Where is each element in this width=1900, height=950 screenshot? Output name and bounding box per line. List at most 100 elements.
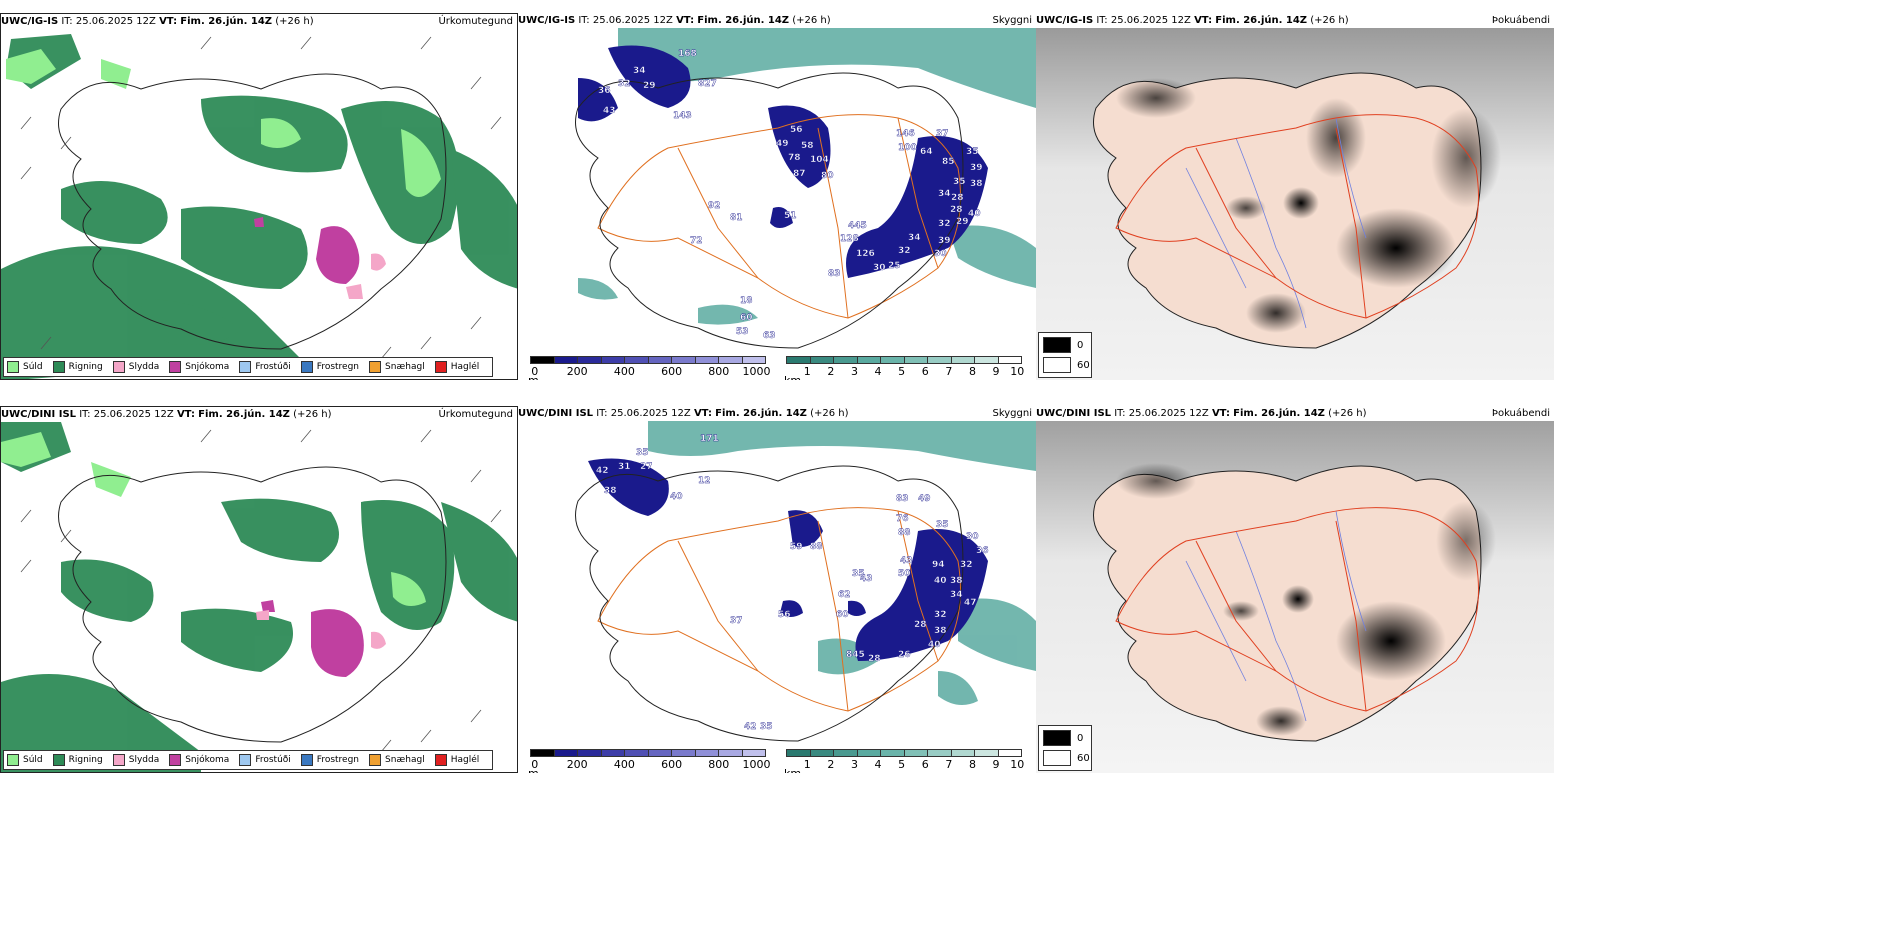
panel-header: UWC/DINI ISL IT: 25.06.2025 12Z VT: Fim.… [518, 406, 1036, 421]
legend-item-rain: Rigning [52, 754, 103, 766]
legend-swatch [1043, 750, 1071, 766]
elevation-label: 87 [793, 169, 806, 179]
colorbar-tick: 1000 [742, 365, 771, 378]
elevation-label: 51 [784, 211, 797, 221]
elevation-label: 60 [740, 313, 753, 323]
colorbar-tick: 200 [566, 758, 588, 771]
colorbar-tick: 3 [850, 365, 858, 378]
legend-swatch [434, 754, 447, 766]
rivers [1185, 117, 1367, 329]
fog-dark-areas [1116, 78, 1501, 333]
colorbar-tick: 600 [661, 365, 683, 378]
panel-header: UWC/IG-IS IT: 25.06.2025 12Z VT: Fim. 26… [518, 13, 1036, 28]
elevation-label: 31 [618, 462, 631, 472]
colorbar-tick: 8 [968, 758, 976, 771]
elevation-label: 25 [888, 261, 901, 271]
elevation-label: 43 [900, 556, 913, 566]
it-value: 25.06.2025 12Z [75, 16, 156, 27]
elevation-label: 38 [970, 179, 983, 189]
elevation-label: 39 [938, 236, 951, 246]
fog-legend: 0 60 [1038, 332, 1092, 378]
colorbar-tick: 10 [1010, 365, 1025, 378]
panel-title: Úrkomutegund [438, 16, 513, 27]
elevation-label: 37 [730, 616, 743, 626]
wind-barbs [20, 36, 502, 360]
vt-label: VT: [693, 408, 712, 419]
vt-label: VT: [159, 16, 178, 27]
elevation-label: 85 [942, 157, 955, 167]
elevation-label: 827 [698, 79, 717, 89]
elevation-label: 35 [852, 569, 865, 579]
roads [597, 114, 961, 319]
legend-item-snow: Snjókoma [169, 361, 229, 373]
elevation-label: 38 [604, 486, 617, 496]
vt-label: VT: [676, 15, 695, 26]
colorbar-tick: 400 [613, 365, 635, 378]
legend-item-snow: Snjókoma [169, 754, 229, 766]
vt-value: Fim. 26.jún. 14Z [715, 408, 807, 419]
colorbar-tick: 4 [874, 365, 882, 378]
elevation-label: 35 [636, 448, 649, 458]
snow-areas [261, 600, 364, 677]
it-value: 25.06.2025 12Z [1128, 408, 1209, 419]
model-name: UWC/IG-IS [1036, 15, 1094, 26]
elevation-label: 35 [966, 147, 979, 157]
elevation-label: 80 [821, 171, 834, 181]
coastline [58, 73, 447, 350]
colorbar-tick: 6 [921, 758, 929, 771]
elevation-label: 32 [960, 560, 973, 570]
legend-item-freezing-rain: Frostregn [300, 754, 359, 766]
cloud-panel-row1: UWC/IG-IS IT: 25.06.2025 12Z VT: Fim. 26… [1036, 13, 1554, 380]
elevation-label: 81 [730, 213, 743, 223]
elevation-label: 40 [934, 576, 947, 586]
it-value: 25.06.2025 12Z [93, 409, 174, 420]
legend-item-hail: Haglél [434, 754, 479, 766]
elevation-label: 43 [860, 574, 873, 584]
elevation-label: 36 [598, 86, 611, 96]
elevation-label: 100 [898, 143, 917, 153]
colorbar-tick: 8 [968, 365, 976, 378]
legend-item-snow-pellets: Snæhagl [369, 754, 425, 766]
lead-time: (+26 h) [293, 409, 332, 420]
elevation-label: 40 [968, 209, 981, 219]
elevation-label: 30 [934, 249, 947, 259]
vt-value: Fim. 26.jún. 14Z [697, 15, 790, 26]
elevation-label: 35 [936, 520, 949, 530]
elevation-label: 56 [790, 125, 803, 135]
model-name: UWC/DINI ISL [518, 408, 594, 419]
elevation-label: 53 [736, 327, 749, 337]
cloud-panel-row2: UWC/DINI ISL IT: 25.06.2025 12Z VT: Fim.… [1036, 406, 1554, 773]
visibility-colorbar-strip [786, 356, 1022, 364]
colorbar-tick: 4 [874, 758, 882, 771]
visibility-panel-row2: UWC/DINI ISL IT: 25.06.2025 12Z VT: Fim.… [518, 406, 1036, 773]
elevation-label: 88 [898, 528, 911, 538]
legend-swatch [1043, 337, 1071, 353]
elevation-label: 49 [776, 139, 789, 149]
precip-legend: Súld Rigning Slydda Snjókoma Frostúði Fr… [3, 357, 494, 377]
model-name: UWC/IG-IS [1, 16, 59, 27]
colorbar-tick: 7 [945, 365, 953, 378]
elevation-label: 18 [740, 296, 753, 306]
legend-swatch [52, 361, 65, 373]
elevation-label: 78 [788, 153, 801, 163]
colorbar-tick: 6 [921, 365, 929, 378]
fog-legend-item: 0 [1043, 730, 1083, 746]
elevation-label: 146 [896, 129, 915, 139]
legend-item-sleet: Slydda [112, 754, 159, 766]
fog-legend-item: 60 [1043, 357, 1090, 373]
elevation-labels: 36 32 34 29 43 168 827 143 49 56 58 78 1… [598, 49, 983, 341]
legend-swatch [169, 361, 182, 373]
elevation-label: 29 [643, 81, 656, 91]
elevation-label: 72 [690, 236, 703, 246]
lead-time: (+26 h) [1328, 408, 1367, 419]
height-colorbar-strip [530, 356, 766, 364]
visibility-panel-row1: UWC/IG-IS IT: 25.06.2025 12Z VT: Fim. 26… [518, 13, 1036, 380]
visibility-colorbar-strip [786, 749, 1022, 757]
legend-item-freezing-drizzle: Frostúði [239, 361, 291, 373]
elevation-label: 37 [936, 129, 949, 139]
legend-item-drizzle: Súld [7, 754, 43, 766]
panel-title: Skyggni [992, 15, 1032, 26]
elevation-label: 59 [790, 542, 803, 552]
elevation-label: 42 [596, 466, 609, 476]
legend-swatch [1043, 357, 1071, 373]
